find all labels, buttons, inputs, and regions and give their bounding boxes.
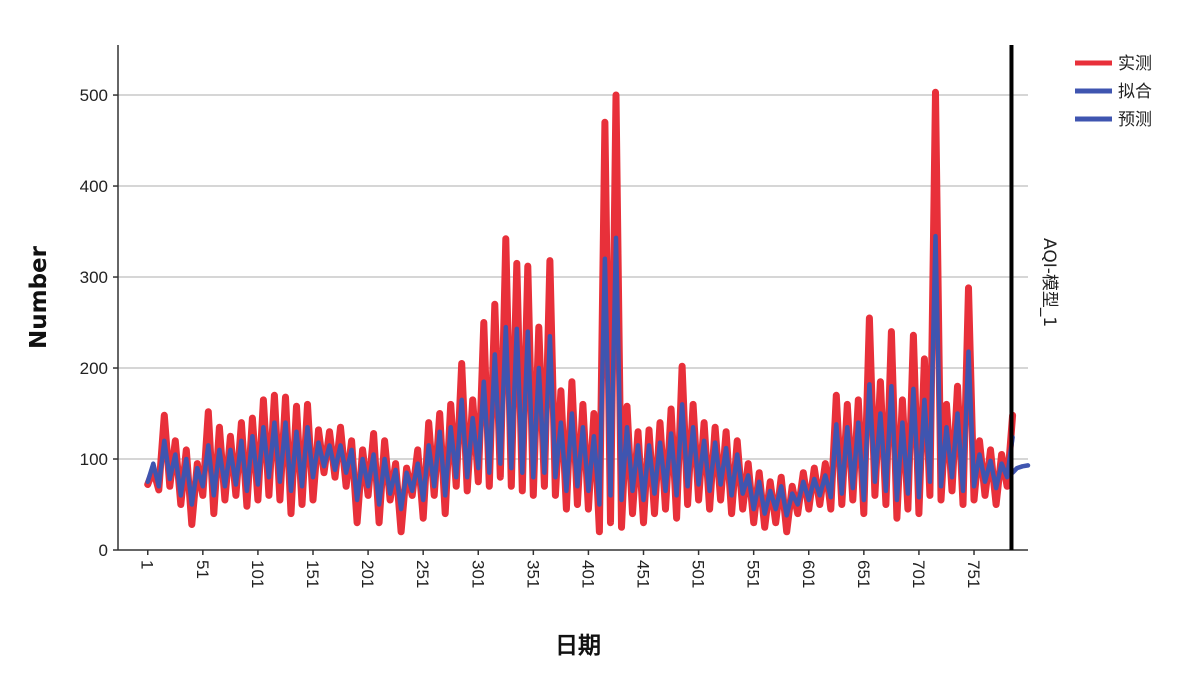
series-layer bbox=[144, 88, 1031, 536]
x-tick-label-1: 1 bbox=[138, 560, 157, 569]
y-tick-label-400: 400 bbox=[80, 177, 108, 196]
y-tick-label-100: 100 bbox=[80, 450, 108, 469]
legend-item-fitted: 拟合 bbox=[1075, 82, 1152, 102]
legend-label-fitted: 拟合 bbox=[1118, 82, 1152, 102]
legend-label-forecast: 预测 bbox=[1118, 110, 1152, 130]
y-tick-label-200: 200 bbox=[80, 359, 108, 378]
series-line-fitted bbox=[145, 233, 1015, 518]
x-tick-label-401: 401 bbox=[578, 560, 597, 588]
x-tick-label-101: 101 bbox=[248, 560, 267, 588]
x-tick-label-651: 651 bbox=[854, 560, 873, 588]
axes bbox=[117, 45, 1028, 551]
y-tick-label-0: 0 bbox=[99, 541, 108, 560]
y-axis-title: Number bbox=[26, 245, 52, 349]
x-tick-label-201: 201 bbox=[358, 560, 377, 588]
x-tick-label-301: 301 bbox=[468, 560, 487, 588]
x-tick-label-601: 601 bbox=[799, 560, 818, 588]
x-tick-label-751: 751 bbox=[964, 560, 983, 588]
legend-label-observed: 实测 bbox=[1118, 54, 1152, 74]
y-tick-label-300: 300 bbox=[80, 268, 108, 287]
x-tick-label-151: 151 bbox=[303, 560, 322, 588]
legend-item-forecast: 预测 bbox=[1075, 110, 1152, 130]
series-line-forecast bbox=[1010, 463, 1031, 475]
x-tick-label-51: 51 bbox=[193, 560, 212, 579]
x-tick-label-351: 351 bbox=[523, 560, 542, 588]
panel-label: AQI-模型_1 bbox=[1039, 238, 1059, 327]
x-tick-label-551: 551 bbox=[744, 560, 763, 588]
x-tick-label-451: 451 bbox=[634, 560, 653, 588]
x-tick-label-701: 701 bbox=[909, 560, 928, 588]
x-tick-label-251: 251 bbox=[413, 560, 432, 588]
legend-item-observed: 实测 bbox=[1075, 54, 1152, 74]
x-axis-title: 日期 bbox=[555, 633, 601, 659]
y-tick-label-500: 500 bbox=[80, 86, 108, 105]
x-tick-label-501: 501 bbox=[689, 560, 708, 588]
